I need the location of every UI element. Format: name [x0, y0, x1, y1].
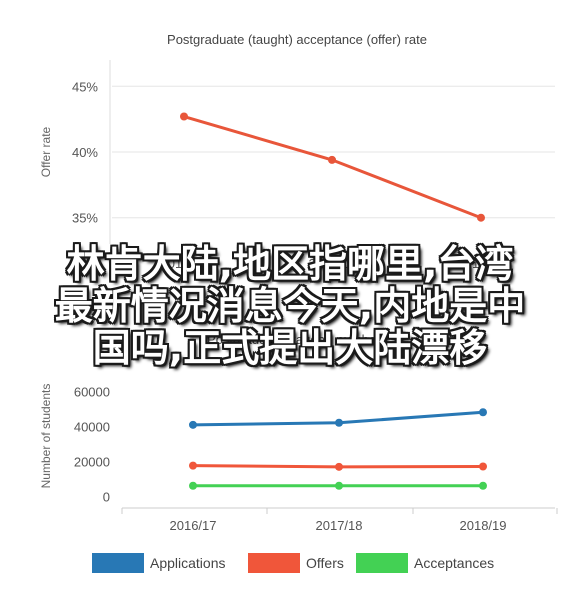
- chart2-x-tick-label: 2018/19: [460, 518, 507, 533]
- chart2-data-point[interactable]: [479, 408, 487, 417]
- chart2-y-tick-label: 40000: [74, 419, 110, 434]
- chart1-data-point[interactable]: [180, 112, 188, 121]
- chart2-data-point[interactable]: [189, 461, 197, 470]
- chart2-y-tick-label: 0: [103, 489, 110, 504]
- chart2-data-point[interactable]: [479, 481, 487, 490]
- chart2-data-point[interactable]: [335, 481, 343, 490]
- chart2-x-tick-label: 2016/17: [170, 518, 217, 533]
- chart1-data-point[interactable]: [477, 213, 485, 222]
- chart2-y-tick-label: 20000: [74, 454, 110, 469]
- chart2-y-axis-label: Number of students: [39, 384, 53, 489]
- chart2-data-point[interactable]: [189, 420, 197, 429]
- chart1-x-tick-label: 2017/18: [309, 256, 356, 271]
- legend-swatch-applications: [92, 553, 144, 573]
- chart1-y-tick-label: 45%: [72, 79, 98, 94]
- chart2-x-tick-label: 2017/18: [316, 518, 363, 533]
- legend-label-offers[interactable]: Offers: [306, 555, 344, 571]
- chart1-y-tick-label: 40%: [72, 145, 98, 160]
- chart1-y-tick-label: 35%: [72, 211, 98, 226]
- chart1-x-tick-label: 2016/17: [161, 256, 208, 271]
- chart2-data-point[interactable]: [335, 462, 343, 471]
- chart2-y-tick-label: 60000: [74, 384, 110, 399]
- chart1-x-tick-label: 2018/19: [458, 256, 505, 271]
- legend-label-acceptances[interactable]: Acceptances: [414, 555, 494, 571]
- chart2-data-point[interactable]: [189, 481, 197, 490]
- chart1-series-line-0: [183, 115, 482, 220]
- chart1-title: Postgraduate (taught) acceptance (offer)…: [167, 32, 427, 47]
- chart1-data-point[interactable]: [328, 155, 336, 164]
- legend-label-applications[interactable]: Applications: [150, 555, 226, 571]
- chart1-y-axis-label: Offer rate: [39, 126, 53, 177]
- legend-swatch-offers: [248, 553, 300, 573]
- legend-swatch-acceptances: [356, 553, 408, 573]
- chart2-title: Postgraduate (taught) numbers: [207, 332, 387, 347]
- chart2-data-point[interactable]: [335, 418, 343, 427]
- chart2-data-point[interactable]: [479, 462, 487, 471]
